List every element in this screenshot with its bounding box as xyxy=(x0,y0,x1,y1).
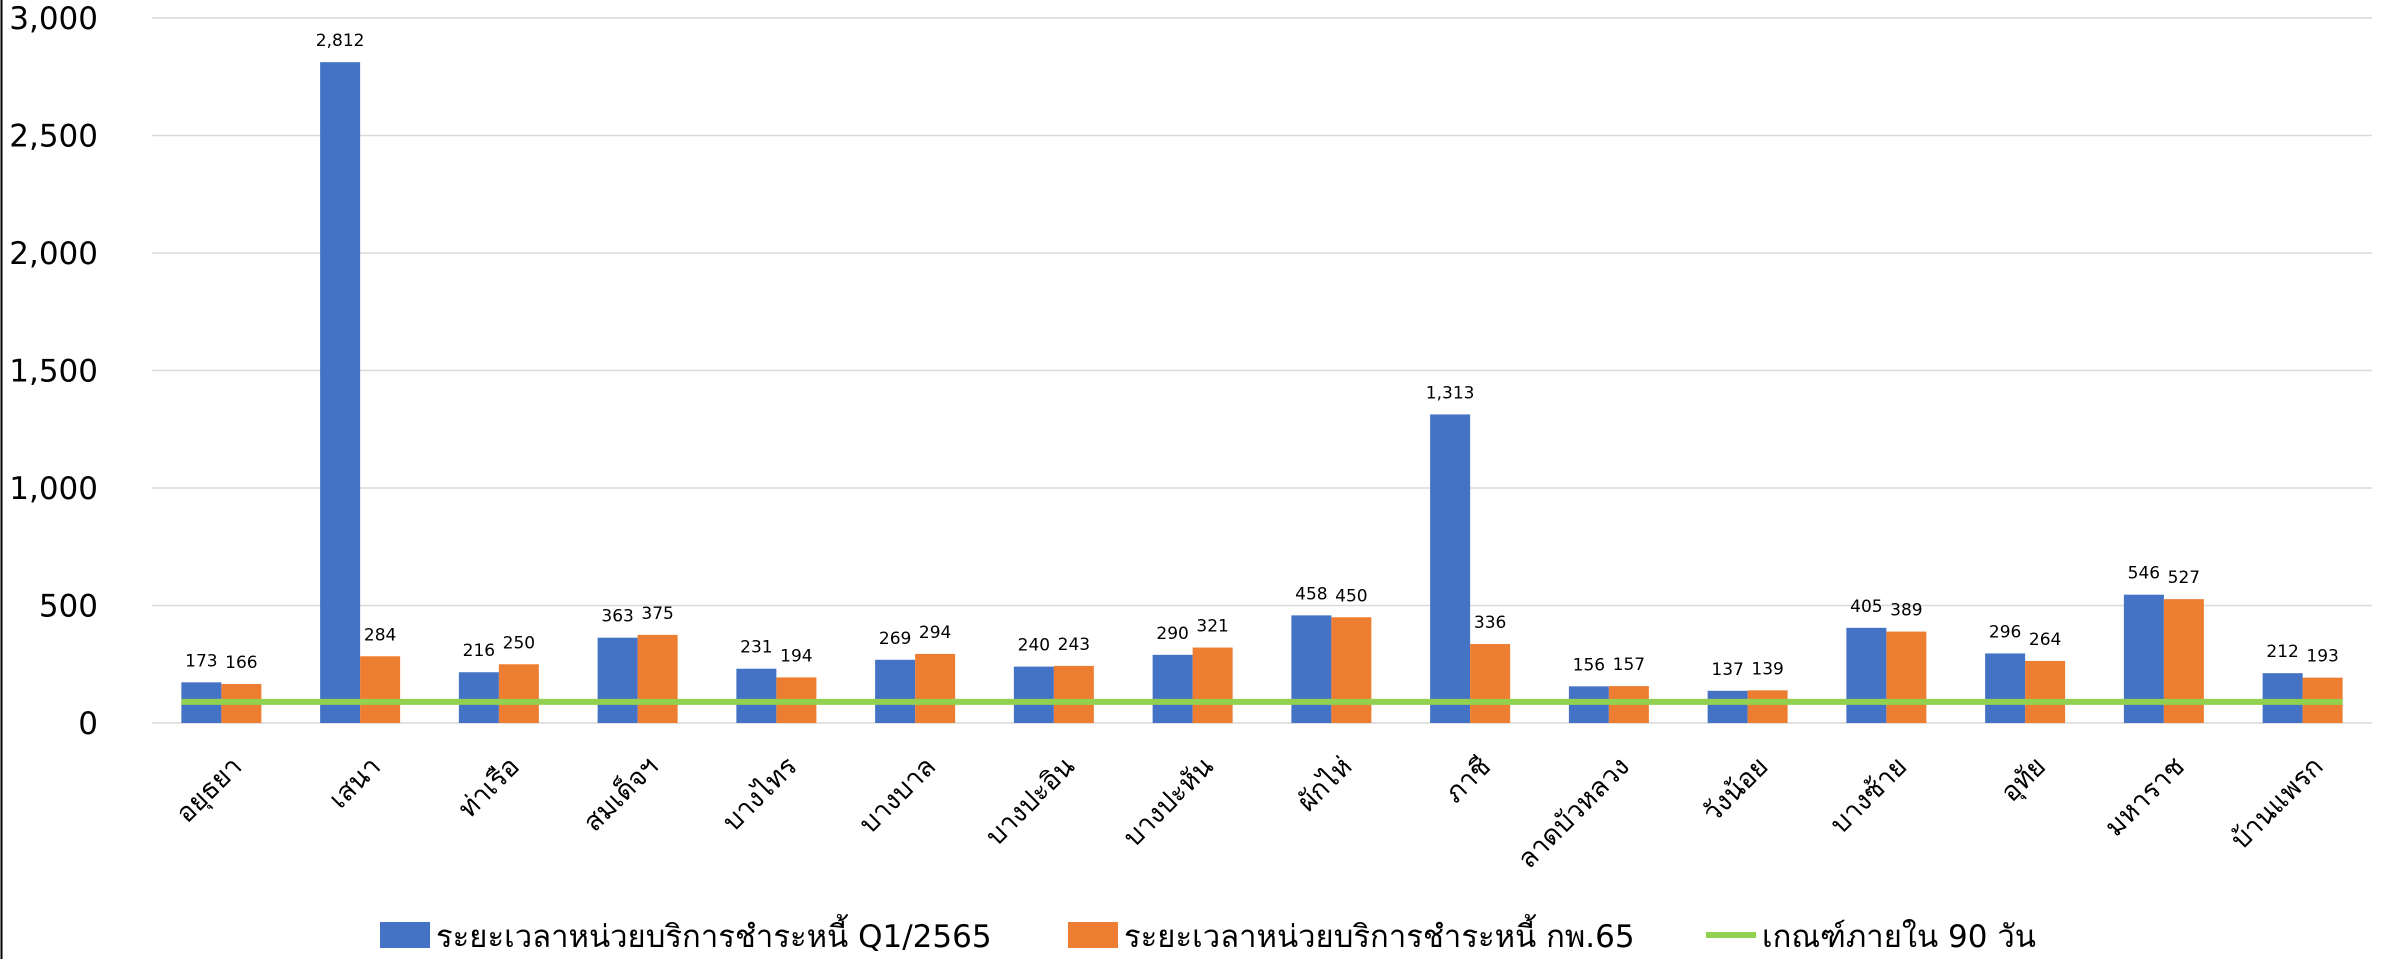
data-label: 546 xyxy=(2128,564,2160,584)
data-label: 450 xyxy=(1335,586,1367,606)
data-label: 231 xyxy=(740,638,772,658)
bar-series-1 xyxy=(1152,654,1193,723)
data-label: 527 xyxy=(2168,568,2200,588)
data-label: 157 xyxy=(1613,655,1645,675)
data-label: 458 xyxy=(1295,584,1327,604)
data-label: 375 xyxy=(641,604,673,624)
bar-series-2 xyxy=(1470,644,1511,723)
data-label: 336 xyxy=(1474,613,1506,633)
data-label: 194 xyxy=(780,646,812,666)
bar-series-1 xyxy=(2262,673,2303,723)
bar-series-1 xyxy=(597,637,638,723)
legend-label-3: เกณฑ์ภายใน 90 วัน xyxy=(1762,919,2036,955)
data-label: 216 xyxy=(463,641,495,661)
y-tick-label: 500 xyxy=(39,589,98,625)
data-label: 166 xyxy=(225,653,257,673)
y-axis-ticks: 0 500 1,000 1,500 2,000 2,500 3,000 xyxy=(9,1,98,742)
bar-series-2 xyxy=(1192,647,1233,723)
bar-series-1 xyxy=(1430,414,1471,723)
data-label: 405 xyxy=(1850,597,1882,617)
data-label: 269 xyxy=(879,629,911,649)
data-label: 243 xyxy=(1058,635,1090,655)
data-label: 296 xyxy=(1989,622,2021,642)
data-label: 389 xyxy=(1890,601,1922,621)
y-tick-label: 2,500 xyxy=(9,119,98,155)
bar-series-1 xyxy=(1013,666,1054,723)
y-tick-label: 3,000 xyxy=(9,1,98,37)
bar-series-1 xyxy=(320,62,361,724)
bar-series-2 xyxy=(1886,631,1927,723)
data-label: 212 xyxy=(2266,642,2298,662)
y-tick-label: 0 xyxy=(78,706,98,742)
bar-series-1 xyxy=(875,659,916,723)
bar-series-2 xyxy=(1053,665,1094,723)
bar-series-1 xyxy=(1291,615,1332,723)
data-label: 294 xyxy=(919,623,951,643)
data-label: 173 xyxy=(185,651,217,671)
bar-series-2 xyxy=(915,653,956,723)
bar-series-1 xyxy=(1707,690,1748,723)
data-label: 240 xyxy=(1018,636,1050,656)
bar-series-2 xyxy=(1331,617,1372,723)
legend-swatch-1 xyxy=(380,922,430,948)
bar-series-1 xyxy=(736,668,777,723)
data-label: 250 xyxy=(503,633,535,653)
legend-label-1: ระยะเวลาหน่วยบริการชำระหนี้ Q1/2565 xyxy=(436,914,992,955)
legend-label-2: ระยะเวลาหน่วยบริการชำระหนี้ กพ.65 xyxy=(1124,914,1635,955)
bar-series-1 xyxy=(458,672,499,723)
data-label: 139 xyxy=(1751,659,1783,679)
bar-series-2 xyxy=(2025,660,2066,723)
data-label: 321 xyxy=(1196,617,1228,637)
data-label: 137 xyxy=(1711,660,1743,680)
data-label: 156 xyxy=(1573,655,1605,675)
data-label: 1,313 xyxy=(1426,383,1475,403)
data-label: 363 xyxy=(601,607,633,627)
legend-swatch-2 xyxy=(1068,922,1118,948)
y-tick-label: 1,500 xyxy=(9,354,98,390)
data-label: 290 xyxy=(1156,624,1188,644)
legend: ระยะเวลาหน่วยบริการชำระหนี้ Q1/2565 ระยะเ… xyxy=(380,914,2036,955)
data-labels: 173 166 2,812 284 216 250 363 375 231 194 269 294 24… xyxy=(185,31,2339,680)
bar-series-1 xyxy=(1846,627,1887,723)
bar-series-2 xyxy=(498,664,539,723)
data-label: 264 xyxy=(2029,630,2061,650)
bar-series-2 xyxy=(1747,690,1788,723)
data-label: 193 xyxy=(2306,647,2338,667)
bar-series-1 xyxy=(1985,653,2026,723)
y-tick-label: 2,000 xyxy=(9,236,98,272)
bar-series-2 xyxy=(360,656,401,723)
data-label: 2,812 xyxy=(316,31,365,51)
bar-series-2 xyxy=(637,634,678,723)
data-label: 284 xyxy=(364,625,396,645)
y-tick-label: 1,000 xyxy=(9,471,98,507)
